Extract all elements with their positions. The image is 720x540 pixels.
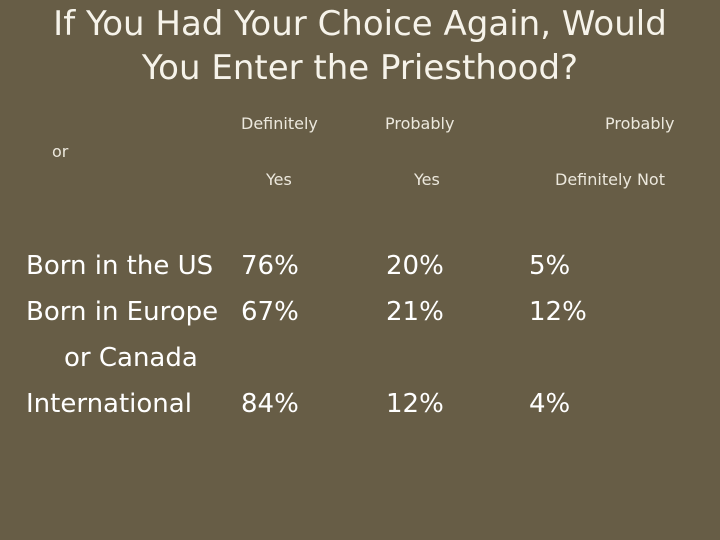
cell-international-definitely-yes: 84% [241, 389, 299, 419]
row-label-international: International [26, 389, 192, 419]
slide-title-line1: If You Had Your Choice Again, Would [53, 4, 667, 44]
row-label-europe-cont: or Canada [64, 343, 198, 373]
header-probably-definitely-not-line2: Definitely Not [555, 170, 665, 189]
header-definitely-yes-line1: Definitely [241, 114, 318, 133]
cell-us-probably-definitely-not: 5% [529, 251, 571, 281]
header-or: or [52, 142, 69, 161]
row-label-us: Born in the US [26, 251, 214, 281]
cell-us-probably-yes: 20% [386, 251, 444, 281]
cell-europe-definitely-yes: 67% [241, 297, 299, 327]
cell-international-probably-definitely-not: 4% [529, 389, 571, 419]
header-probably-yes-line1: Probably [385, 114, 455, 133]
header-probably-definitely-not-line1: Probably [605, 114, 675, 133]
slide-title: If You Had Your Choice Again, Would You … [0, 2, 720, 90]
cell-us-definitely-yes: 76% [241, 251, 299, 281]
header-probably-yes-line2: Yes [414, 170, 440, 189]
cell-international-probably-yes: 12% [386, 389, 444, 419]
header-definitely-yes-line2: Yes [266, 170, 292, 189]
cell-europe-probably-definitely-not: 12% [529, 297, 587, 327]
slide-title-line2: You Enter the Priesthood? [141, 48, 579, 88]
cell-europe-probably-yes: 21% [386, 297, 444, 327]
row-label-europe: Born in Europe [26, 297, 219, 327]
